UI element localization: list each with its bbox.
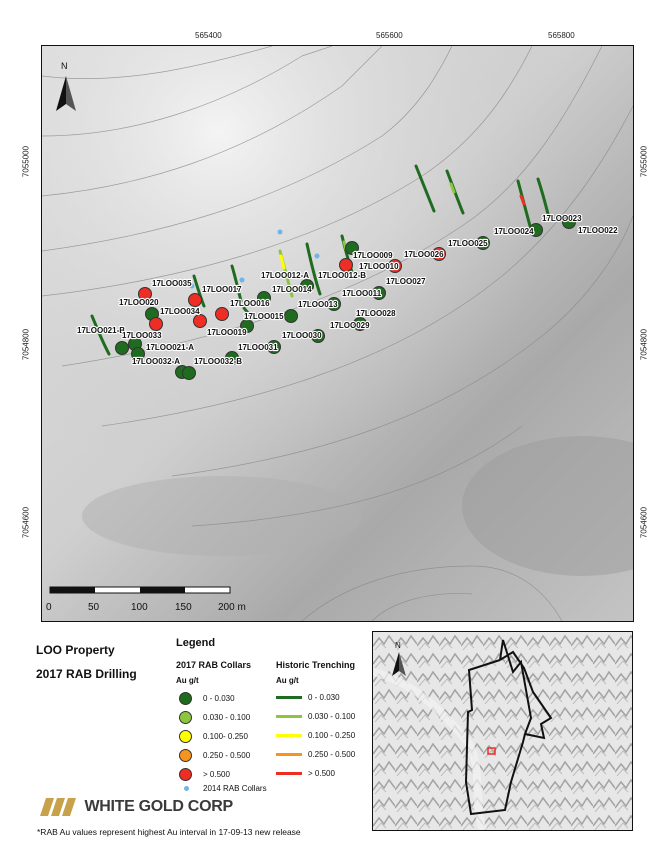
y-tick-right-3: 7054600 bbox=[639, 506, 649, 539]
contour-lines bbox=[42, 46, 633, 621]
map-svg: 17LOO035 17LOO020 17LOO017 17LOO016 17LO… bbox=[42, 46, 633, 621]
svg-text:17LOO021-B: 17LOO021-B bbox=[77, 326, 125, 335]
drill-labels: 17LOO035 17LOO020 17LOO017 17LOO016 17LO… bbox=[76, 213, 619, 367]
svg-text:17LOO035: 17LOO035 bbox=[152, 279, 192, 288]
footnote: *RAB Au values represent highest Au inte… bbox=[37, 827, 301, 837]
svg-text:17LOO031: 17LOO031 bbox=[238, 343, 278, 352]
svg-text:17LOO023: 17LOO023 bbox=[542, 214, 582, 223]
logo-mark-icon bbox=[40, 798, 76, 816]
svg-text:17LOO014: 17LOO014 bbox=[272, 285, 312, 294]
property-boundary bbox=[499, 639, 553, 740]
svg-text:17LOO028: 17LOO028 bbox=[356, 309, 396, 318]
collars-legend-title: 2017 RAB Collars bbox=[176, 660, 252, 670]
trench-label-1: 0 - 0.030 bbox=[308, 693, 340, 702]
scale-label-200: 200 m bbox=[218, 602, 246, 613]
svg-text:17LOO029: 17LOO029 bbox=[330, 321, 370, 330]
collar-swatch-2 bbox=[179, 711, 192, 724]
svg-text:17LOO025: 17LOO025 bbox=[448, 239, 488, 248]
svg-text:17LOO027: 17LOO027 bbox=[386, 277, 426, 286]
rab-2017-collars bbox=[115, 215, 576, 380]
trench-swatch-1 bbox=[276, 696, 302, 699]
y-tick-right-1: 7055000 bbox=[639, 145, 649, 178]
collar-label-4: 0.250 - 0.500 bbox=[203, 751, 251, 760]
north-label: N bbox=[61, 61, 68, 71]
collar-swatch-3 bbox=[179, 730, 192, 743]
scale-label-0: 0 bbox=[46, 602, 52, 613]
trench-label-2: 0.030 - 0.100 bbox=[308, 712, 356, 721]
trench-label-4: 0.250 - 0.500 bbox=[308, 750, 356, 759]
y-tick-left-2: 7054800 bbox=[21, 328, 31, 361]
inset-north-arrow-icon bbox=[392, 652, 406, 676]
svg-text:17LOO026: 17LOO026 bbox=[404, 250, 444, 259]
x-tick-1: 565400 bbox=[195, 31, 222, 40]
trench-label-3: 0.100 - 0.250 bbox=[308, 731, 356, 740]
svg-text:17LOO015: 17LOO015 bbox=[244, 312, 284, 321]
y-tick-left-1: 7055000 bbox=[21, 145, 31, 178]
project-location-marker bbox=[487, 747, 496, 755]
trenching-legend-title: Historic Trenching bbox=[276, 660, 356, 670]
collar-label-5: > 0.500 bbox=[203, 770, 230, 779]
collar-label-2: 0.030 - 0.100 bbox=[203, 713, 251, 722]
x-tick-3: 565800 bbox=[548, 31, 575, 40]
trench-swatch-4 bbox=[276, 753, 302, 756]
svg-text:17LOO010: 17LOO010 bbox=[359, 262, 399, 271]
trench-swatch-2 bbox=[276, 715, 302, 718]
svg-text:17LOO019: 17LOO019 bbox=[207, 328, 247, 337]
map-subtitle: 2017 RAB Drilling bbox=[36, 667, 137, 681]
map-title: LOO Property bbox=[36, 643, 115, 657]
legend-heading: Legend bbox=[176, 637, 216, 649]
trench-label-5: > 0.500 bbox=[308, 769, 335, 778]
svg-text:17LOO030: 17LOO030 bbox=[282, 331, 322, 340]
svg-text:17LOO032-B: 17LOO032-B bbox=[194, 357, 242, 366]
svg-text:17LOO011: 17LOO011 bbox=[342, 289, 382, 298]
svg-text:17LOO032-A: 17LOO032-A bbox=[132, 357, 180, 366]
trenching-unit: Au g/t bbox=[276, 676, 299, 685]
inset-north-label: N bbox=[395, 641, 401, 650]
logo-text: WHITE GOLD CORP bbox=[84, 798, 233, 815]
trenches bbox=[90, 164, 551, 356]
svg-text:17LOO012-A: 17LOO012-A bbox=[261, 271, 309, 280]
x-tick-2: 565600 bbox=[376, 31, 403, 40]
collar-swatch-1 bbox=[179, 692, 192, 705]
collar-swatch-5 bbox=[179, 768, 192, 781]
collar-label-3: 0.100- 0.250 bbox=[203, 732, 248, 741]
scale-label-100: 100 bbox=[131, 602, 148, 613]
svg-text:17LOO034: 17LOO034 bbox=[160, 307, 200, 316]
north-arrow-icon bbox=[56, 76, 76, 111]
rab-2014-collars bbox=[189, 229, 320, 289]
svg-text:17LOO033: 17LOO033 bbox=[122, 331, 162, 340]
svg-text:17LOO012-B: 17LOO012-B bbox=[318, 271, 366, 280]
rab-2014-swatch bbox=[184, 786, 189, 791]
svg-text:17LOO020: 17LOO020 bbox=[119, 298, 159, 307]
rab-2014-label: 2014 RAB Collars bbox=[203, 784, 267, 793]
inset-svg bbox=[373, 632, 632, 830]
svg-text:17LOO022: 17LOO022 bbox=[578, 226, 618, 235]
scale-label-50: 50 bbox=[88, 602, 100, 613]
inset-map[interactable] bbox=[372, 631, 633, 831]
trench-swatch-5 bbox=[276, 772, 302, 775]
collars-unit: Au g/t bbox=[176, 676, 199, 685]
svg-text:17LOO016: 17LOO016 bbox=[230, 299, 270, 308]
y-tick-left-3: 7054600 bbox=[21, 506, 31, 539]
map-frame[interactable]: 17LOO035 17LOO020 17LOO017 17LOO016 17LO… bbox=[41, 45, 634, 622]
white-gold-logo: WHITE GOLD CORP bbox=[40, 798, 233, 816]
collar-swatch-4 bbox=[179, 749, 192, 762]
svg-text:17LOO024: 17LOO024 bbox=[494, 227, 534, 236]
svg-text:17LOO009: 17LOO009 bbox=[353, 251, 393, 260]
trench-swatch-3 bbox=[276, 734, 302, 737]
svg-text:17LOO021-A: 17LOO021-A bbox=[146, 343, 194, 352]
scale-label-150: 150 bbox=[175, 602, 192, 613]
scale-bar bbox=[49, 586, 231, 594]
svg-text:17LOO017: 17LOO017 bbox=[202, 285, 242, 294]
y-tick-right-2: 7054800 bbox=[639, 328, 649, 361]
collar-label-1: 0 - 0.030 bbox=[203, 694, 235, 703]
svg-text:17LOO013: 17LOO013 bbox=[298, 300, 338, 309]
